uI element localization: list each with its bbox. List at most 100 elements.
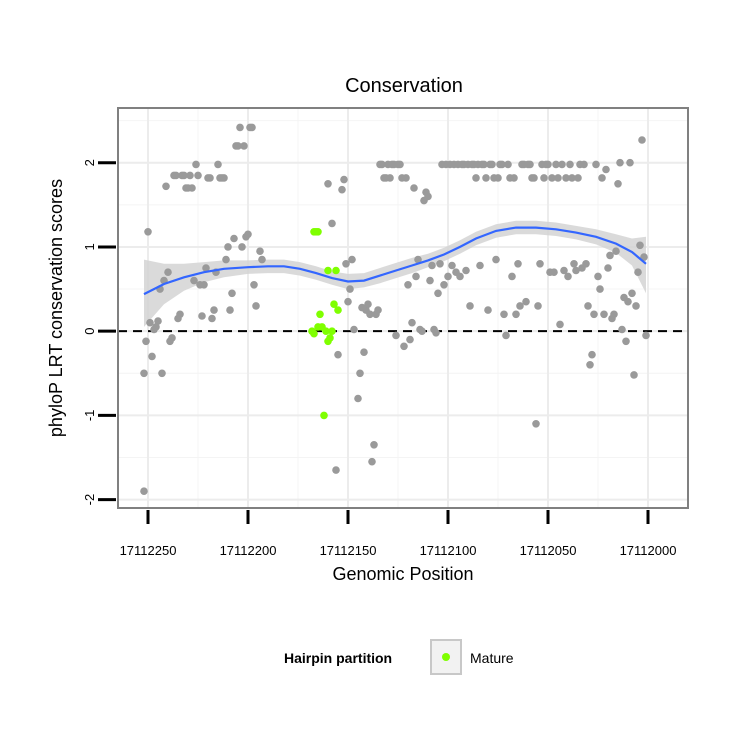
other-data-point [392, 331, 400, 340]
other-data-point [214, 160, 222, 169]
other-data-point [624, 297, 632, 306]
other-data-point [220, 174, 228, 182]
y-tick-label: -2 [82, 494, 97, 506]
other-data-point [628, 289, 636, 298]
other-data-point [424, 192, 432, 201]
other-data-point [418, 327, 426, 336]
other-data-point [634, 268, 642, 277]
x-tick-label: 17112200 [220, 543, 277, 558]
other-data-point [334, 350, 342, 359]
other-data-point [456, 272, 464, 281]
y-axis-title: phyloP LRT conservation scores [46, 179, 66, 437]
other-data-point [448, 261, 456, 270]
other-data-point [540, 174, 548, 182]
other-data-point [200, 281, 208, 289]
other-data-point [152, 323, 160, 331]
other-data-point [222, 255, 230, 264]
other-data-point [614, 180, 622, 188]
other-data-point [432, 329, 440, 337]
other-data-point [354, 394, 362, 403]
other-data-point [502, 331, 510, 340]
x-axis-title: Genomic Position [332, 564, 473, 584]
other-data-point [324, 180, 332, 188]
other-data-point [408, 318, 416, 327]
other-data-point [180, 171, 188, 180]
other-data-point [192, 160, 200, 169]
other-data-point [436, 260, 444, 268]
other-data-point [566, 160, 574, 169]
mature-data-point [324, 266, 332, 275]
other-data-point [600, 310, 608, 319]
other-data-point [548, 174, 556, 182]
other-data-point [164, 268, 172, 277]
other-data-point [366, 310, 374, 319]
other-data-point [348, 255, 356, 264]
other-data-point [210, 306, 218, 314]
mature-data-point [320, 411, 328, 420]
other-data-point [250, 281, 258, 289]
y-axis: -2 -1 0 1 2 [82, 159, 116, 505]
other-data-point [444, 272, 452, 281]
other-data-point [492, 255, 500, 264]
other-data-point [526, 160, 534, 169]
x-tick-label: 17112000 [620, 543, 677, 558]
other-data-point [604, 264, 612, 272]
other-data-point [630, 371, 638, 379]
x-axis: 17112250 17112200 17112150 17112100 17112050… [120, 510, 677, 558]
chart-title: Conservation [345, 75, 463, 97]
other-data-point [162, 182, 170, 191]
other-data-point [230, 234, 238, 243]
mature-data-point [322, 327, 330, 336]
y-tick-label: 0 [82, 328, 97, 335]
mature-data-point [326, 334, 334, 342]
other-data-point [516, 302, 524, 310]
other-data-point [252, 302, 260, 310]
other-data-point [484, 306, 492, 314]
other-data-point [378, 160, 386, 169]
other-data-point [642, 331, 650, 340]
other-data-point [596, 285, 604, 293]
other-data-point [332, 466, 340, 474]
other-data-point [146, 318, 154, 327]
x-tick-label: 17112050 [520, 543, 577, 558]
other-data-point [238, 243, 246, 251]
other-data-point [404, 281, 412, 289]
other-data-point [476, 261, 484, 270]
other-data-point [522, 297, 530, 306]
other-data-point [602, 165, 610, 174]
other-data-point [554, 174, 562, 182]
other-data-point [504, 160, 512, 169]
other-data-point [256, 247, 264, 255]
other-data-point [206, 174, 214, 182]
other-data-point [240, 142, 248, 150]
x-tick-label: 17112250 [120, 543, 177, 558]
other-data-point [622, 337, 630, 346]
other-data-point [544, 160, 552, 169]
other-data-point [186, 171, 194, 180]
other-data-point [574, 174, 582, 182]
y-tick-label: 1 [82, 243, 97, 250]
other-data-point [584, 302, 592, 310]
other-data-point [434, 289, 442, 298]
x-tick-label: 17112150 [320, 543, 377, 558]
other-data-point [368, 457, 376, 466]
other-data-point [536, 260, 544, 268]
other-data-point [234, 142, 242, 150]
mature-data-point [310, 329, 318, 338]
other-data-point [148, 352, 156, 361]
other-data-point [356, 369, 364, 378]
other-data-point [244, 230, 252, 239]
other-data-point [494, 174, 502, 182]
other-data-point [534, 302, 542, 310]
other-data-point [342, 260, 350, 268]
other-data-point [472, 174, 480, 182]
other-data-point [640, 253, 648, 261]
legend-label-mature: Mature [470, 650, 514, 666]
other-data-point [406, 335, 414, 344]
other-data-point [488, 160, 496, 169]
mature-data-point [330, 300, 338, 309]
other-data-point [258, 255, 266, 264]
legend-marker-mature [442, 653, 450, 661]
other-data-point [412, 272, 420, 281]
